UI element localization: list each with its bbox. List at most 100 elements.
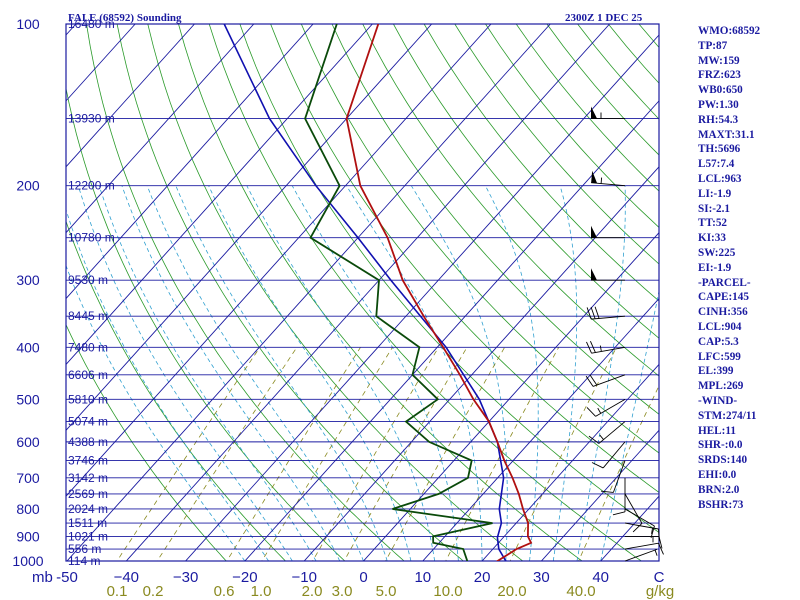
isotherm-line bbox=[303, 166, 659, 561]
pressure-tick-label: 900 bbox=[16, 528, 40, 544]
temperature-tick-label: 0 bbox=[359, 569, 367, 586]
sounding-index-line: LCL:963 bbox=[698, 172, 742, 185]
dry-adiabat-line bbox=[270, 24, 659, 493]
wind-barb bbox=[591, 346, 626, 354]
wind-barb-flag bbox=[585, 375, 594, 387]
wind-barb-flag bbox=[586, 341, 592, 354]
pressure-tick-label: 400 bbox=[16, 339, 40, 355]
isotherm-line bbox=[66, 24, 551, 561]
temperature-tick-label: 20 bbox=[474, 569, 491, 586]
moist-adiabat-line bbox=[600, 289, 659, 561]
height-label: 7480 m bbox=[68, 340, 108, 354]
mixing-ratio-line bbox=[509, 347, 617, 561]
height-label: 6606 m bbox=[68, 368, 108, 382]
moist-adiabat-line bbox=[146, 185, 364, 561]
dry-adiabat-line bbox=[239, 24, 659, 533]
sounding-index-line: MAXT:31.1 bbox=[698, 128, 755, 141]
plot-frame bbox=[65, 23, 660, 562]
temperature-tick-label: 40 bbox=[592, 569, 609, 586]
height-label: 13930 m bbox=[68, 112, 115, 126]
sounding-index-line: -PARCEL- bbox=[698, 276, 751, 289]
height-label: 9530 m bbox=[68, 273, 108, 287]
sounding-index-line: WMO:68592 bbox=[698, 25, 761, 37]
wind-barb bbox=[624, 493, 643, 524]
isotherm-line bbox=[481, 363, 659, 561]
sounding-index-line: CAP:5.3 bbox=[698, 335, 739, 348]
temperature-tick-label: −10 bbox=[291, 569, 316, 586]
wind-barb-flag bbox=[658, 528, 660, 542]
height-label: 8445 m bbox=[68, 309, 108, 323]
wind-barb-flag bbox=[589, 374, 598, 386]
sounding-index-line: FRZ:623 bbox=[698, 69, 741, 82]
height-label: 3142 m bbox=[68, 471, 108, 485]
temperature-unit-label: C bbox=[654, 569, 665, 586]
sounding-index-line: EI:-1.9 bbox=[698, 261, 732, 274]
wind-barb-flag bbox=[590, 341, 596, 353]
dry-adiabats bbox=[66, 24, 659, 561]
height-label: 2569 m bbox=[68, 487, 108, 501]
height-label: 1021 m bbox=[68, 529, 108, 543]
wind-barb-half-flag bbox=[651, 527, 654, 534]
mixing-ratio-line bbox=[116, 347, 261, 561]
mixing-ratio-tick-label: 40.0 bbox=[566, 583, 595, 600]
height-label: 114 m bbox=[68, 554, 100, 568]
height-label: 5810 m bbox=[68, 392, 108, 406]
wind-barb-flag bbox=[594, 306, 600, 319]
pressure-tick-label: 300 bbox=[16, 272, 40, 288]
pressure-tick-label: 500 bbox=[16, 391, 40, 407]
temperature-tick-label: −40 bbox=[114, 569, 139, 586]
dry-adiabat-line bbox=[362, 24, 659, 377]
mixing-ratio-tick-label: 5.0 bbox=[376, 583, 397, 600]
mixing-ratio-lines bbox=[116, 347, 659, 561]
wind-barb-flag bbox=[612, 511, 626, 516]
dry-adiabat-line bbox=[423, 24, 659, 302]
wind-barb-flag bbox=[658, 542, 664, 555]
mixing-ratio-line bbox=[261, 347, 393, 561]
isotherm-line bbox=[125, 24, 610, 561]
isotherm-line bbox=[422, 297, 659, 561]
mixing-ratio-line bbox=[156, 347, 298, 561]
isobars bbox=[66, 23, 659, 562]
temperature-trace bbox=[345, 24, 533, 561]
temperature-tick-label: -50 bbox=[56, 569, 78, 586]
sounding-index-line: SHR-:0.0 bbox=[698, 439, 743, 452]
sounding-index-line: CINH:356 bbox=[698, 306, 748, 319]
temperature-tick-label: 10 bbox=[414, 569, 431, 586]
height-label: 3746 m bbox=[68, 454, 108, 468]
sounding-index-line: LI:-1.9 bbox=[698, 187, 732, 200]
wind-barb-flag bbox=[632, 523, 643, 533]
wind-barb bbox=[591, 182, 626, 187]
pressure-tick-label: 1000 bbox=[12, 553, 43, 569]
sounding-index-line: EL:399 bbox=[698, 365, 734, 378]
sounding-index-line: SW:225 bbox=[698, 246, 736, 259]
mixing-ratio-tick-label: 0.1 bbox=[107, 583, 128, 600]
wind-barb-flag bbox=[601, 490, 614, 493]
dry-adiabat-line bbox=[300, 24, 659, 454]
sounding-index-line: TH:5696 bbox=[698, 143, 741, 156]
height-label: 10780 m bbox=[68, 231, 115, 245]
dry-adiabat-line bbox=[331, 24, 659, 415]
wind-barb bbox=[624, 542, 659, 550]
height-label: 12200 m bbox=[68, 179, 115, 193]
wind-barb-flag bbox=[586, 307, 592, 320]
mixing-ratio-tick-label: 10.0 bbox=[433, 583, 462, 600]
mixing-ratio-tick-label: 1.0 bbox=[251, 583, 272, 600]
dry-adiabat-line bbox=[116, 24, 465, 561]
wind-barb bbox=[624, 508, 655, 527]
mixing-ratio-line bbox=[385, 347, 505, 561]
dry-adiabat-line bbox=[454, 24, 659, 265]
isotherm-line bbox=[66, 24, 314, 300]
height-label: 1511 m bbox=[68, 516, 107, 530]
wind-barb bbox=[598, 421, 626, 444]
moist-adiabat-line bbox=[175, 185, 388, 561]
mixing-ratio-line bbox=[445, 347, 560, 561]
chart-title: FALE (68592) Sounding bbox=[68, 12, 182, 24]
isotherms bbox=[66, 24, 659, 561]
wind-barb-flag bbox=[591, 462, 604, 469]
isotherm-line bbox=[66, 24, 255, 234]
dry-adiabat-line bbox=[66, 86, 346, 561]
pressure-tick-label: 800 bbox=[16, 501, 40, 517]
sounding-index-line: -WIND- bbox=[698, 394, 738, 407]
mixing-ratio-line bbox=[226, 347, 361, 561]
